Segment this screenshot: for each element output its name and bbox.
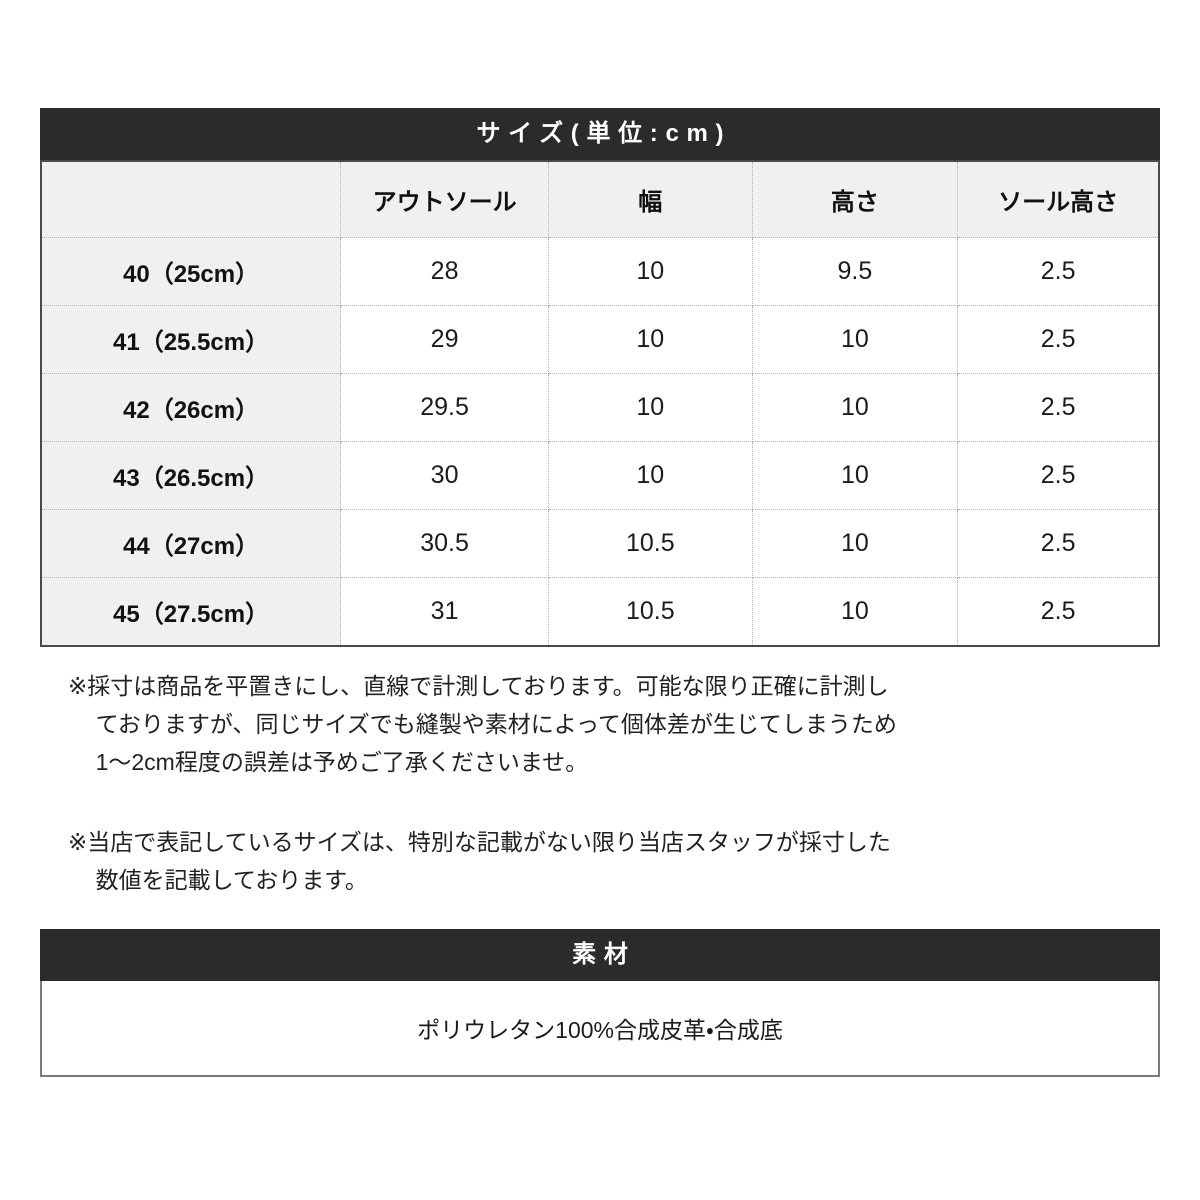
value-cell: 10 bbox=[548, 441, 753, 510]
size-table-section: サイズ(単位:cm) アウトソール 幅 高さ ソール高さ bbox=[40, 108, 1160, 647]
size-label-cell: 44（27cm） bbox=[40, 509, 342, 578]
size-label-cell: 42（26cm） bbox=[40, 373, 342, 442]
note-measurement-tolerance: ※採寸は商品を平置きにし、直線で計測しております。可能な限り正確に計測し ており… bbox=[68, 672, 897, 775]
size-label-cell: 41（25.5cm） bbox=[40, 305, 342, 374]
value-cell: 10 bbox=[548, 237, 753, 306]
size-table-head: アウトソール 幅 高さ ソール高さ bbox=[40, 160, 1160, 238]
page-content: サイズ(単位:cm) アウトソール 幅 高さ ソール高さ bbox=[40, 108, 1160, 1077]
value-cell: 10 bbox=[548, 305, 753, 374]
measurement-notes: ※採寸は商品を平置きにし、直線で計測しております。可能な限り正確に計測し ており… bbox=[68, 667, 1078, 899]
material-section: 素材 ポリウレタン100%合成皮革・合成底 bbox=[40, 928, 1160, 1077]
value-cell: 2.5 bbox=[957, 509, 1160, 578]
material-title: 素材 bbox=[572, 940, 636, 968]
value-cell: 10 bbox=[548, 373, 753, 442]
value-cell: 10 bbox=[751, 509, 959, 578]
value-cell: 29 bbox=[340, 305, 550, 374]
column-header-height: 高さ bbox=[751, 160, 959, 238]
value-cell: 2.5 bbox=[957, 577, 1160, 646]
material-body: ポリウレタン100%合成皮革・合成底 bbox=[40, 980, 1160, 1077]
size-table: アウトソール 幅 高さ ソール高さ 40（25cm） 28 10 9.5 2.5 bbox=[40, 160, 1160, 647]
table-row: 41（25.5cm） 29 10 10 2.5 bbox=[40, 305, 1160, 374]
size-label-cell: 40（25cm） bbox=[40, 237, 342, 306]
size-table-title: サイズ(単位:cm) bbox=[476, 120, 732, 147]
size-label-cell: 45（27.5cm） bbox=[40, 577, 342, 646]
value-cell: 10 bbox=[751, 373, 959, 442]
table-row: 40（25cm） 28 10 9.5 2.5 bbox=[40, 237, 1160, 306]
table-row: 42（26cm） 29.5 10 10 2.5 bbox=[40, 373, 1160, 442]
value-cell: 28 bbox=[340, 237, 550, 306]
value-cell: 2.5 bbox=[957, 305, 1160, 374]
material-title-band: 素材 bbox=[40, 928, 1160, 981]
value-cell: 31 bbox=[340, 577, 550, 646]
value-cell: 9.5 bbox=[751, 237, 959, 306]
column-header-width: 幅 bbox=[548, 160, 753, 238]
value-cell: 10 bbox=[751, 441, 959, 510]
value-cell: 29.5 bbox=[340, 373, 550, 442]
size-table-body: 40（25cm） 28 10 9.5 2.5 41（25.5cm） 29 10 … bbox=[40, 237, 1160, 646]
column-header-sole-height: ソール高さ bbox=[957, 160, 1160, 238]
table-row: 45（27.5cm） 31 10.5 10 2.5 bbox=[40, 577, 1160, 646]
column-header-outsole: アウトソール bbox=[340, 160, 550, 238]
value-cell: 10 bbox=[751, 305, 959, 374]
value-cell: 10 bbox=[751, 577, 959, 646]
value-cell: 10.5 bbox=[548, 577, 753, 646]
note-staff-measured: ※当店で表記しているサイズは、特別な記載がない限り当店スタッフが採寸した 数値を… bbox=[68, 828, 891, 893]
size-label-cell: 43（26.5cm） bbox=[40, 441, 342, 510]
size-table-title-band: サイズ(単位:cm) bbox=[40, 108, 1160, 160]
value-cell: 30 bbox=[340, 441, 550, 510]
table-row: 43（26.5cm） 30 10 10 2.5 bbox=[40, 441, 1160, 510]
value-cell: 2.5 bbox=[957, 237, 1160, 306]
value-cell: 2.5 bbox=[957, 441, 1160, 510]
header-row: アウトソール 幅 高さ ソール高さ bbox=[40, 160, 1160, 238]
material-value: ポリウレタン100%合成皮革・合成底 bbox=[417, 1016, 783, 1043]
corner-header-cell bbox=[40, 160, 342, 238]
value-cell: 30.5 bbox=[340, 509, 550, 578]
value-cell: 2.5 bbox=[957, 373, 1160, 442]
value-cell: 10.5 bbox=[548, 509, 753, 578]
table-row: 44（27cm） 30.5 10.5 10 2.5 bbox=[40, 509, 1160, 578]
